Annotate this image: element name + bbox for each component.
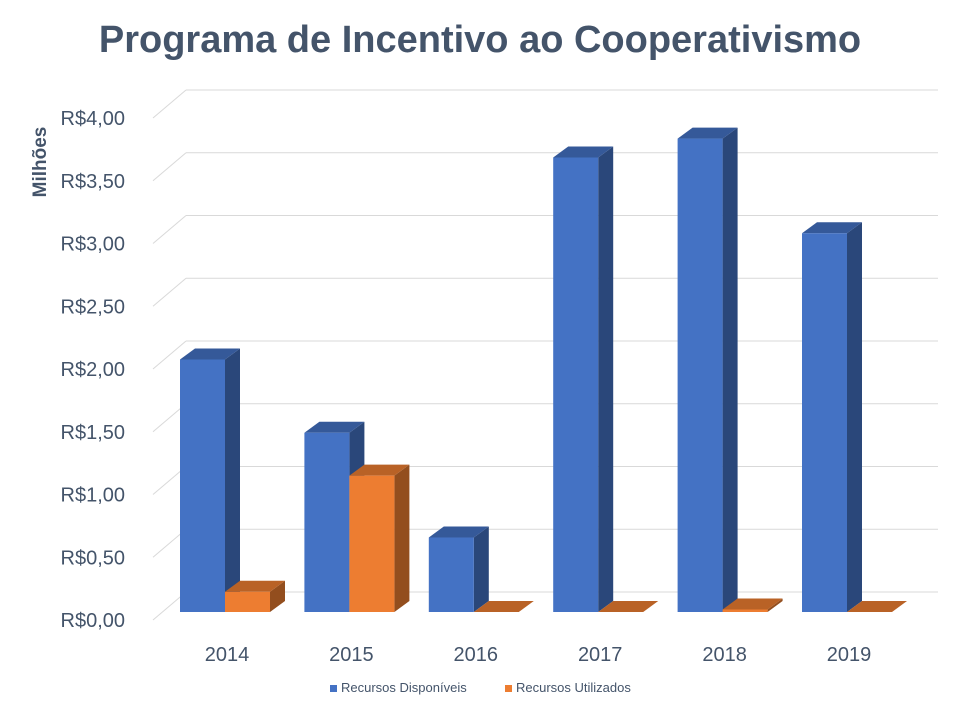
y-tick-label: R$1,00 [61, 485, 126, 507]
bar-top [225, 580, 285, 592]
bar-front [677, 138, 723, 612]
y-tick-label: R$0,00 [61, 610, 126, 632]
y-tick-label: R$2,50 [61, 296, 126, 318]
chart-title: Programa de Incentivo ao Cooperativismo [99, 19, 861, 61]
bar-side [598, 146, 614, 612]
bar-2014-utilizados [225, 580, 285, 612]
x-tick-label: 2019 [827, 644, 872, 666]
bar-side [722, 127, 738, 612]
bar-front [428, 537, 474, 612]
x-tick-label: 2018 [702, 644, 747, 666]
bar-side [473, 526, 489, 612]
bar-top [473, 601, 534, 612]
bar-side [270, 580, 285, 612]
bar-top [677, 127, 738, 139]
legend-item: Recursos Disponíveis [330, 680, 467, 695]
y-tick-label: R$1,50 [61, 422, 126, 444]
bar-2019-utilizados [847, 601, 907, 612]
bar-side [394, 464, 410, 612]
bar-2017-utilizados [598, 601, 659, 612]
y-axis-ticks: R$0,00 R$0,50 R$1,00 R$1,50 R$2,00 R$2,50 R$3,… [61, 108, 126, 632]
bar-side [847, 222, 862, 612]
gridline-side [152, 215, 187, 244]
gridline-side [152, 340, 187, 370]
bar-2015-utilizados [349, 464, 410, 612]
gridline-side [152, 89, 187, 119]
bar-2018-disponiveis [677, 127, 738, 612]
bar-top [349, 464, 410, 476]
bar-2017-disponiveis [553, 146, 614, 612]
y-tick-label: R$3,00 [61, 234, 126, 256]
bar-top [304, 421, 365, 433]
legend-swatch [505, 685, 512, 692]
legend-label: Recursos Disponíveis [341, 680, 467, 695]
legend-item: Recursos Utilizados [505, 680, 631, 695]
bar-front [722, 609, 768, 612]
bar-top [428, 526, 489, 538]
bar-side [767, 598, 783, 612]
x-tick-label: 2016 [454, 644, 499, 666]
bar-top [598, 601, 659, 612]
bar-front [225, 591, 270, 612]
bar-front [553, 157, 599, 612]
bar-top [722, 598, 783, 610]
bars [180, 127, 907, 612]
bar-top [802, 222, 862, 234]
bar-front [304, 432, 350, 612]
bar-front [180, 359, 225, 612]
gridline-side [152, 277, 187, 307]
x-tick-label: 2017 [578, 644, 623, 666]
bar-top [180, 348, 240, 360]
legend-label: Recursos Utilizados [516, 680, 631, 695]
legend: Recursos Disponíveis Recursos Utilizados [330, 680, 631, 695]
bar-side [225, 348, 240, 612]
bar-front [349, 475, 395, 612]
legend-swatch [330, 685, 337, 692]
x-tick-label: 2014 [205, 644, 250, 666]
y-tick-label: R$0,50 [61, 547, 126, 569]
y-axis-label: Milhões [30, 127, 51, 198]
x-tick-label: 2015 [329, 644, 374, 666]
y-tick-label: R$3,50 [61, 171, 126, 193]
y-tick-label: R$4,00 [61, 108, 126, 130]
gridline-side [152, 152, 187, 182]
bar-2016-utilizados [473, 601, 534, 612]
x-axis-ticks: 2014 2015 2016 2017 2018 2019 [205, 644, 872, 666]
bar-2014-disponiveis [180, 348, 240, 612]
bar-front [802, 233, 847, 612]
y-tick-label: R$2,00 [61, 359, 126, 381]
bar-top [847, 601, 907, 612]
bar-2016-disponiveis [428, 526, 489, 612]
bar-2018-utilizados [722, 598, 783, 612]
bar-2019-disponiveis [802, 222, 862, 612]
bar-top [553, 146, 614, 158]
